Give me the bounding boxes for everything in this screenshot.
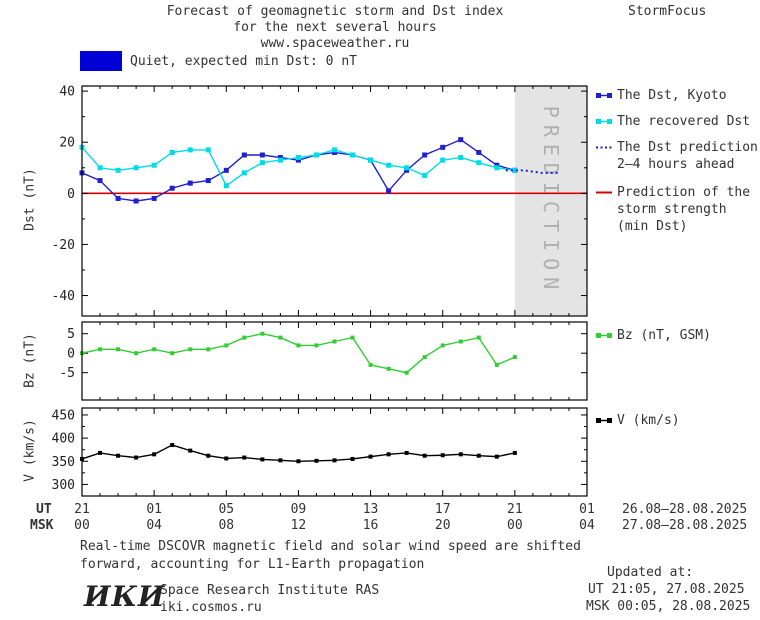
svg-text:-40: -40: [52, 289, 75, 304]
dst-kyoto-marker-icon: [596, 93, 612, 98]
storm-level-row: Quiet, expected min Dst: 0 nT: [80, 50, 357, 72]
updated-ut: UT 21:05, 27.08.2025: [588, 582, 745, 597]
svg-text:0: 0: [67, 347, 75, 362]
svg-text:350: 350: [52, 455, 75, 470]
legend-recovered-dst: The recovered Dst: [596, 113, 750, 130]
page-subtitle: for the next several hours: [233, 20, 437, 35]
storm-level-text: Quiet, expected min Dst: 0 nT: [130, 53, 357, 69]
x-tick-label: 04: [146, 518, 162, 533]
svg-text:0: 0: [67, 187, 75, 202]
dst-prediction-marker-icon: [596, 146, 612, 149]
x-tick-label: 17: [434, 502, 451, 517]
svg-text:20: 20: [59, 136, 75, 151]
x-tick-label: 01: [146, 502, 162, 517]
legend-dst-prediction-label-1: The Dst prediction: [617, 140, 758, 155]
legend-dst-prediction: The Dst prediction 2–4 hours ahead: [596, 139, 758, 173]
updated-msk: MSK 00:05, 28.08.2025: [586, 599, 751, 614]
x-tick-label: 21: [74, 502, 90, 517]
footnote: Real-time DSCOVR magnetic field and sola…: [80, 538, 581, 574]
ut-date-range: 26.08–28.08.2025: [622, 502, 748, 517]
x-tick-label: 00: [74, 518, 90, 533]
msk-row-label: MSK: [30, 518, 54, 533]
legend-dst-kyoto-label: The Dst, Kyoto: [617, 88, 727, 103]
x-tick-label: 09: [290, 502, 307, 517]
legend-storm-strength: Prediction of the storm strength (min Ds…: [596, 184, 750, 235]
storm-strength-marker-icon: [596, 191, 612, 194]
x-tick-label: 21: [507, 502, 523, 517]
institute-name: Space Research Institute RAS: [160, 583, 380, 598]
x-axis-msk-row: MSK 27.08–28.08.2025 00 04 08 12 16 20 00 04: [0, 518, 760, 534]
svg-text:450: 450: [52, 408, 75, 423]
footnote-line-1: Real-time DSCOVR magnetic field and sola…: [80, 539, 581, 554]
footnote-line-2: forward, accounting for L1-Earth propaga…: [80, 557, 425, 572]
bz-marker-icon: [596, 333, 612, 338]
x-tick-label: 12: [290, 518, 307, 533]
legend-storm-strength-label-1: Prediction of the: [617, 185, 751, 200]
quiet-level-swatch: [80, 51, 122, 71]
page-title: Forecast of geomagnetic storm and Dst in…: [166, 4, 504, 19]
svg-text:-5: -5: [59, 366, 75, 381]
dst-chart: PREDICTION 40 20 0 -20 -40: [52, 85, 588, 317]
ut-row-label: UT: [36, 502, 52, 517]
x-tick-label: 04: [579, 518, 595, 533]
v-chart: 450 400 350 300: [52, 407, 588, 497]
recovered-dst-marker-icon: [596, 119, 612, 124]
x-axis-ut-row: UT 26.08–28.08.2025 21 01 05 09 13 17 21 01: [0, 502, 760, 518]
brand-stormfocus: StormFocus: [628, 4, 707, 19]
legend-recovered-dst-label: The recovered Dst: [617, 114, 751, 129]
svg-text:PREDICTION: PREDICTION: [539, 106, 563, 296]
legend-bz-label: Bz (nT, GSM): [617, 328, 711, 343]
svg-text:400: 400: [52, 432, 75, 447]
v-marker-icon: [596, 418, 612, 423]
legend-v-label: V (km/s): [617, 413, 680, 428]
x-tick-label: 13: [362, 502, 379, 517]
legend-storm-strength-label-2: storm strength: [617, 202, 727, 217]
bz-chart: 5 0 -5: [59, 321, 588, 401]
x-tick-label: 05: [218, 502, 235, 517]
svg-text:-20: -20: [52, 238, 75, 253]
updated-at-label: Updated at:: [607, 565, 694, 580]
x-tick-label: 16: [362, 518, 379, 533]
legend-dst-kyoto: The Dst, Kyoto: [596, 87, 727, 104]
legend-dst-prediction-label-2: 2–4 hours ahead: [617, 157, 735, 172]
legend-bz: Bz (nT, GSM): [596, 327, 711, 344]
svg-text:300: 300: [52, 478, 75, 493]
x-tick-label: 20: [434, 518, 451, 533]
iki-logo: ИКИ: [84, 580, 166, 613]
svg-text:5: 5: [67, 327, 75, 342]
legend-storm-strength-label-3: (min Dst): [617, 219, 688, 234]
institute-site: iki.cosmos.ru: [160, 600, 262, 615]
legend-v: V (km/s): [596, 412, 680, 429]
site-url: www.spaceweather.ru: [260, 36, 410, 51]
svg-text:40: 40: [59, 85, 75, 100]
x-tick-label: 01: [579, 502, 595, 517]
x-tick-label: 00: [507, 518, 523, 533]
header-titles: Forecast of geomagnetic storm and Dst in…: [80, 4, 590, 52]
x-tick-label: 08: [218, 518, 235, 533]
msk-date-range: 27.08–28.08.2025: [622, 518, 748, 533]
